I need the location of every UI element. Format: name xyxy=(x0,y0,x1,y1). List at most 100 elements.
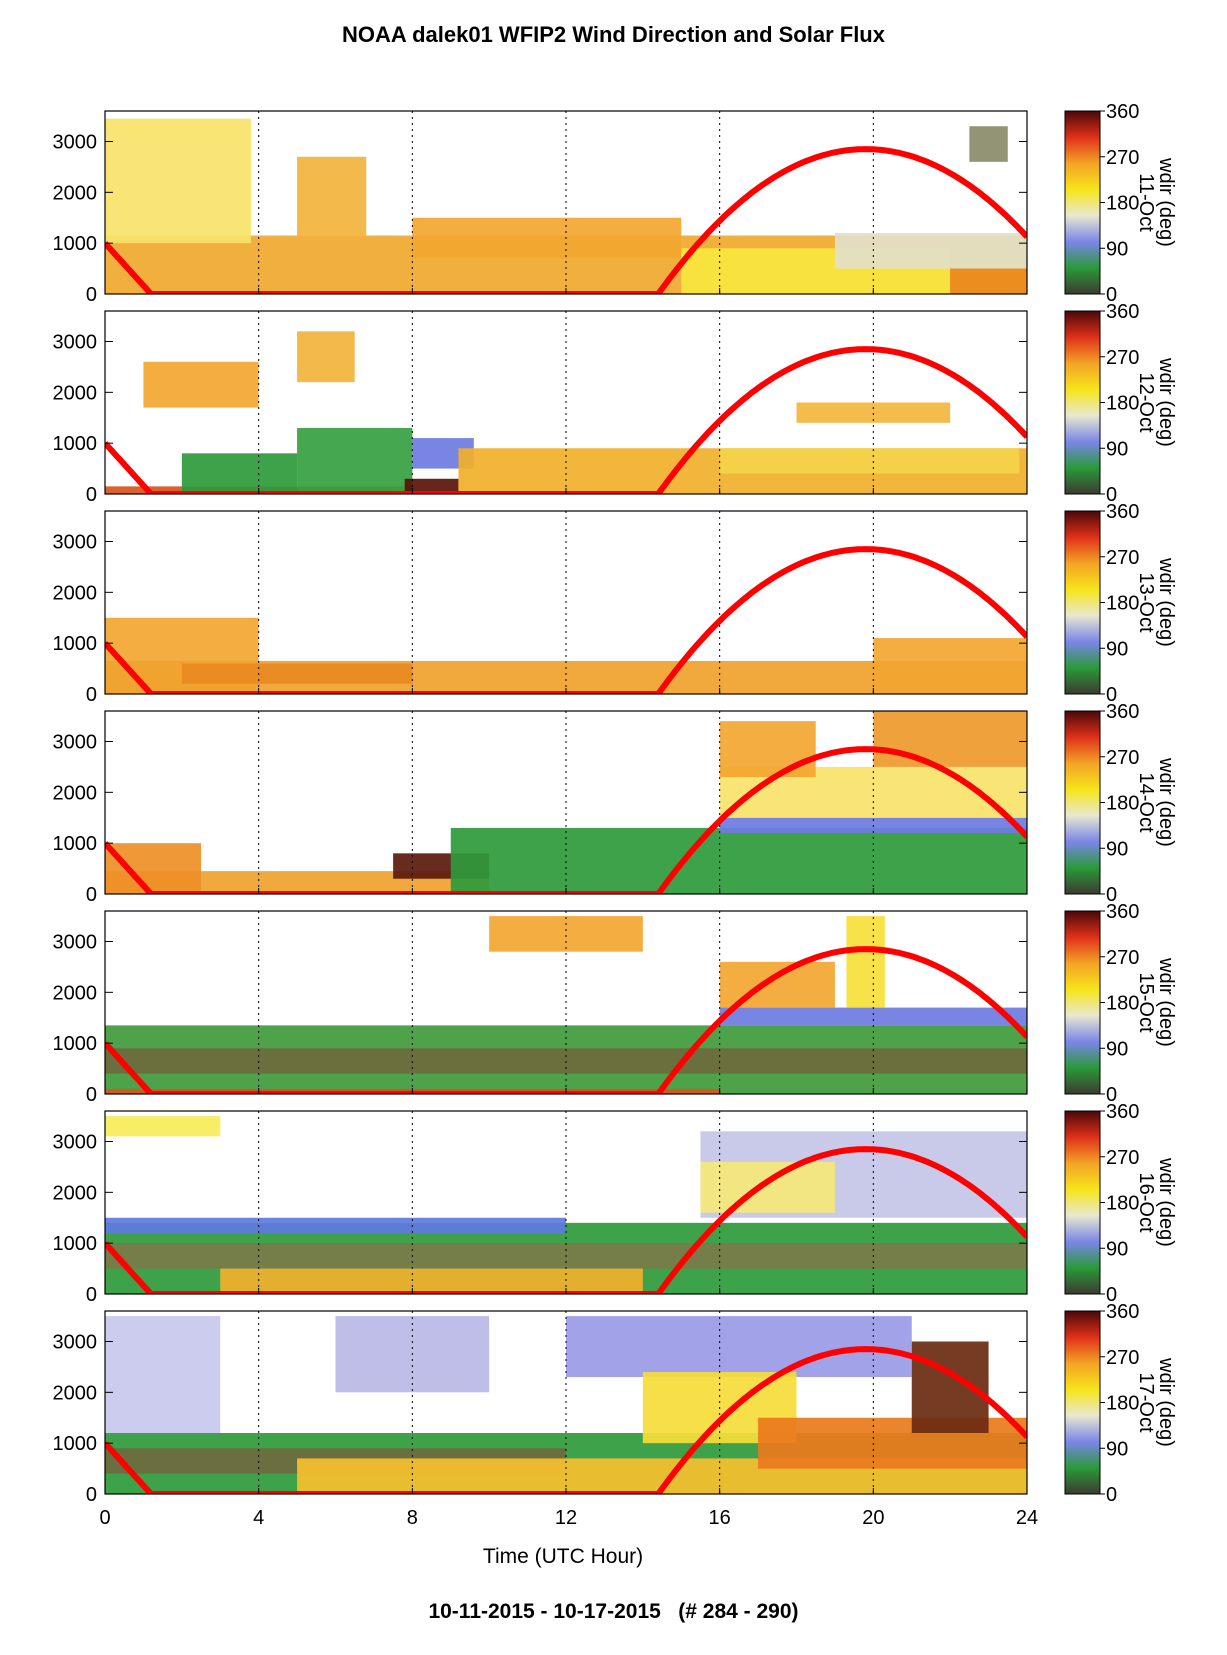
y-tick-label: 2000 xyxy=(53,382,98,404)
x-tick-label: 20 xyxy=(862,1507,884,1529)
y-tick-label: 1000 xyxy=(53,633,98,655)
panel-date-label: 15-Oct xyxy=(1135,972,1157,1032)
panel-11-oct: 0 1000 2000 3000 0 90 180 270 360 wdir (deg)11-Oc… xyxy=(53,101,1178,306)
panel-12-oct: 0 1000 2000 3000 0 90 180 270 360 wdir (deg)12-Oc… xyxy=(53,301,1178,506)
y-tick-label: 1000 xyxy=(53,1033,98,1055)
wind-direction-region xyxy=(297,331,355,383)
solar-flux-line xyxy=(105,1146,1027,1294)
colorbar: 0 90 180 270 360 wdir (deg)15-Oct xyxy=(1064,901,1177,1106)
wind-direction-region xyxy=(105,1116,221,1137)
y-tick-label: 1000 xyxy=(53,233,98,255)
y-tick-label: 1000 xyxy=(53,833,98,855)
colorbar-tick-label: 0 xyxy=(1106,1284,1117,1306)
wind-direction-region xyxy=(489,916,643,952)
wind-direction-region xyxy=(719,721,816,778)
colorbar: 0 90 180 270 360 wdir (deg)16-Oct xyxy=(1064,1101,1177,1306)
colorbar-tick-label: 360 xyxy=(1106,301,1139,323)
panel-plot-area xyxy=(105,1111,1027,1294)
colorbar-tick-label: 180 xyxy=(1106,593,1139,615)
colorbar-tick-label: 180 xyxy=(1106,1393,1139,1415)
wind-direction-region xyxy=(181,453,298,494)
colorbar-tick-label: 90 xyxy=(1106,638,1128,660)
panel-date-label: 11-Oct xyxy=(1135,173,1157,232)
colorbar-tick-label: 90 xyxy=(1106,1038,1128,1060)
y-tick-label: 2000 xyxy=(53,582,98,604)
wind-direction-region xyxy=(873,638,1027,694)
y-tick-label: 3000 xyxy=(53,932,98,954)
panel-date-label: 13-Oct xyxy=(1135,572,1157,632)
x-tick-label: 0 xyxy=(99,1507,110,1529)
colorbar-tick-label: 0 xyxy=(1106,884,1117,906)
wind-direction-region xyxy=(143,361,259,408)
x-tick-label: 16 xyxy=(709,1507,731,1529)
colorbar-tick-label: 0 xyxy=(1106,684,1117,706)
solar-flux-line xyxy=(105,146,1027,294)
chart-title: NOAA dalek01 WFIP2 Wind Direction and So… xyxy=(342,22,885,47)
panel-plot-area xyxy=(105,911,1027,1094)
colorbar-tick-label: 0 xyxy=(1106,284,1117,306)
colorbar-tick-label: 0 xyxy=(1106,1484,1117,1506)
y-tick-label: 3000 xyxy=(53,132,98,154)
colorbar-gradient xyxy=(1064,1110,1101,1295)
x-axis-label: Time (UTC Hour) xyxy=(482,1545,644,1568)
colorbar-tick-label: 90 xyxy=(1106,438,1128,460)
colorbar-tick-label: 360 xyxy=(1106,701,1139,723)
panel-14-oct: 0 1000 2000 3000 0 90 180 270 360 wdir (deg)14-Oc… xyxy=(53,701,1178,906)
colorbar-tick-label: 90 xyxy=(1106,1238,1128,1260)
x-tick-label: 8 xyxy=(407,1507,418,1529)
y-tick-label: 0 xyxy=(86,1284,97,1306)
wind-direction-region xyxy=(105,1217,566,1233)
wind-direction-region xyxy=(297,427,413,494)
colorbar-gradient xyxy=(1064,310,1101,495)
wind-direction-region xyxy=(297,156,367,239)
colorbar-label: wdir (deg) xyxy=(1155,757,1177,847)
colorbar-tick-label: 0 xyxy=(1106,484,1117,506)
colorbar-tick-label: 360 xyxy=(1106,1101,1139,1123)
wind-direction-region xyxy=(719,961,835,1008)
panel-16-oct: 0 1000 2000 3000 0 90 180 270 360 wdir (deg)16-Oc… xyxy=(53,1101,1178,1306)
panel-date-label: 14-Oct xyxy=(1135,772,1157,832)
colorbar-tick-label: 360 xyxy=(1106,501,1139,523)
colorbar-tick-label: 270 xyxy=(1106,347,1139,369)
colorbar-tick-label: 360 xyxy=(1106,101,1139,123)
colorbar-label: wdir (deg) xyxy=(1155,357,1177,447)
colorbar-gradient xyxy=(1064,1310,1101,1495)
y-tick-label: 2000 xyxy=(53,1182,98,1204)
colorbar-label: wdir (deg) xyxy=(1155,957,1177,1047)
y-tick-label: 3000 xyxy=(53,1132,98,1154)
wind-direction-region xyxy=(834,233,1027,269)
colorbar-tick-label: 90 xyxy=(1106,238,1128,260)
wind-direction-region xyxy=(105,843,202,894)
wind-direction-region xyxy=(105,118,251,244)
wind-direction-region xyxy=(404,478,459,494)
y-tick-label: 0 xyxy=(86,884,97,906)
colorbar-tick-label: 270 xyxy=(1106,547,1139,569)
colorbar-tick-label: 180 xyxy=(1106,993,1139,1015)
y-tick-label: 3000 xyxy=(53,732,98,754)
colorbar-tick-label: 180 xyxy=(1106,193,1139,215)
colorbar-tick-label: 360 xyxy=(1106,901,1139,923)
panel-plot-area xyxy=(105,711,1027,894)
colorbar-label: wdir (deg) xyxy=(1155,1357,1177,1447)
wind-direction-region xyxy=(950,268,1027,294)
y-tick-label: 1000 xyxy=(53,1233,98,1255)
solar-flux-line xyxy=(105,946,1027,1094)
y-tick-label: 3000 xyxy=(53,532,98,554)
colorbar: 0 90 180 270 360 wdir (deg)14-Oct xyxy=(1064,701,1177,906)
y-tick-label: 1000 xyxy=(53,1433,98,1455)
panel-date-label: 16-Oct xyxy=(1135,1172,1157,1232)
colorbar-gradient xyxy=(1064,710,1101,895)
colorbar-gradient xyxy=(1064,510,1101,695)
y-tick-label: 0 xyxy=(86,1484,97,1506)
wind-direction-region xyxy=(700,1161,835,1213)
wind-direction-region xyxy=(796,402,951,423)
panel-date-label: 17-Oct xyxy=(1135,1372,1157,1432)
x-tick-label: 24 xyxy=(1016,1507,1038,1529)
wind-direction-region xyxy=(719,448,1020,474)
colorbar: 0 90 180 270 360 wdir (deg)13-Oct xyxy=(1064,501,1177,706)
panel-plot-area xyxy=(105,511,1027,694)
panel-17-oct: 0 1000 2000 3000 0 90 180 270 360 wdir (deg)17-Oc… xyxy=(53,1301,1178,1529)
colorbar-tick-label: 270 xyxy=(1106,1147,1139,1169)
y-tick-label: 2000 xyxy=(53,1382,98,1404)
y-tick-label: 2000 xyxy=(53,782,98,804)
